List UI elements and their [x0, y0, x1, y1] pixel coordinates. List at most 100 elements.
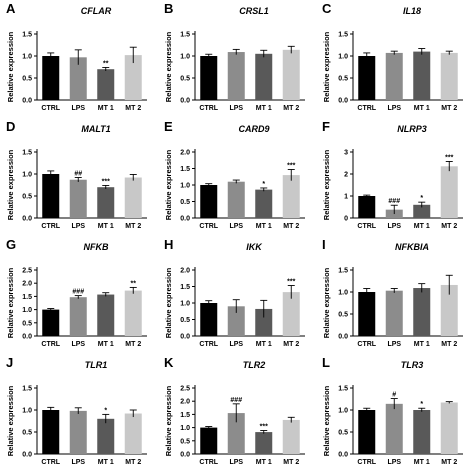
x-tick-label: CTRL	[199, 105, 218, 112]
y-axis-label: Relative expression	[322, 149, 331, 220]
y-tick-label: 1.0	[180, 54, 190, 61]
x-tick-label: MT 2	[125, 223, 141, 230]
y-tick-label: 2.0	[180, 399, 190, 406]
x-tick-label: LPS	[229, 105, 243, 112]
y-tick-label: 0.5	[180, 438, 190, 445]
x-tick-label: MT 1	[98, 105, 114, 112]
x-tick-label: CTRL	[199, 341, 218, 348]
x-tick-label: MT 1	[98, 223, 114, 230]
y-tick-label: 1	[344, 194, 348, 201]
bar-mt1	[255, 308, 273, 336]
panel-letter: L	[322, 355, 330, 370]
x-tick-label: MT 1	[256, 223, 272, 230]
y-tick-label: 0.0	[22, 452, 32, 459]
y-tick-label: 0.5	[180, 317, 190, 324]
significance-label: ***	[287, 162, 295, 169]
bar-mt2	[282, 292, 300, 336]
panel-letter: E	[164, 119, 173, 134]
bar-mt2	[440, 284, 458, 336]
bar-ctrl	[358, 56, 376, 100]
x-tick-label: CTRL	[41, 105, 60, 112]
bar-ctrl	[200, 427, 218, 454]
bar-ctrl	[358, 292, 376, 336]
y-tick-label: 1.0	[22, 307, 32, 314]
x-tick-label: LPS	[71, 105, 85, 112]
panel-c: C IL18 Relative expression 0.0 0.5 1.0 1.5 CTRL…	[322, 1, 463, 112]
x-tick-label: MT 1	[256, 341, 272, 348]
x-tick-label: LPS	[229, 459, 243, 466]
bar-ctrl	[200, 56, 218, 100]
bar-mt1	[255, 432, 273, 454]
x-tick-label: MT 1	[414, 341, 430, 348]
y-tick-label: 3	[344, 150, 348, 157]
significance-label: ###	[72, 289, 84, 296]
bar-mt2	[282, 175, 300, 218]
y-tick-label: 2.5	[180, 386, 190, 393]
x-tick-label: MT 2	[283, 223, 299, 230]
panel-i: I NFKBIA Relative expression 0.0 0.5 1.0 1.5 CT…	[322, 237, 463, 348]
panel-letter: K	[164, 355, 174, 370]
significance-label: #	[392, 392, 396, 399]
y-tick-label: 0.5	[22, 430, 32, 437]
x-tick-label: MT 2	[125, 459, 141, 466]
significance-label: **	[131, 280, 137, 287]
bar-mt1	[97, 69, 115, 100]
panel-k: K TLR2 Relative expression 0.0 0.5 1.0 1.5 2.0 2…	[164, 355, 305, 466]
x-tick-label: LPS	[387, 223, 401, 230]
y-axis-label: Relative expression	[322, 385, 331, 456]
panel-e: E CARD9 Relative expression 0.0 0.5 1.0 1.5 2.0…	[164, 119, 305, 230]
bar-mt2	[124, 55, 142, 100]
x-tick-label: LPS	[387, 459, 401, 466]
y-tick-label: 1.0	[180, 425, 190, 432]
panel-title: TLR3	[401, 360, 424, 370]
panel-l: L TLR3 Relative expression 0.0 0.5 1.0 1.5 CTRL…	[322, 355, 463, 466]
y-tick-label: 1.0	[180, 301, 190, 308]
y-tick-label: 0.0	[180, 98, 190, 105]
y-tick-label: 0.5	[22, 194, 32, 201]
significance-label: ***	[287, 279, 295, 286]
panel-j: J TLR1 Relative expression 0.0 0.5 1.0 1.5 CTRL…	[6, 355, 147, 466]
panel-title: NFKB	[84, 242, 109, 252]
bar-ctrl	[200, 185, 218, 218]
y-tick-label: 1.5	[22, 32, 32, 39]
y-tick-label: 0.5	[180, 76, 190, 83]
panel-letter: A	[6, 1, 16, 16]
y-tick-label: 0.0	[22, 334, 32, 341]
x-tick-label: MT 1	[98, 459, 114, 466]
panel-letter: I	[322, 237, 326, 252]
y-tick-label: 1.5	[338, 32, 348, 39]
y-tick-label: 1.5	[180, 284, 190, 291]
bar-mt1	[255, 53, 273, 100]
x-tick-label: LPS	[387, 105, 401, 112]
y-tick-label: 1.0	[180, 183, 190, 190]
y-tick-label: 1.0	[22, 54, 32, 61]
y-tick-label: 0.0	[338, 98, 348, 105]
panel-title: NFKBIA	[395, 242, 429, 252]
y-tick-label: 0.5	[338, 430, 348, 437]
bar-lps	[69, 179, 87, 218]
y-tick-label: 1.5	[180, 32, 190, 39]
y-tick-label: 0.0	[338, 334, 348, 341]
x-tick-label: LPS	[387, 341, 401, 348]
bar-mt1	[97, 187, 115, 218]
y-tick-label: 2.0	[180, 268, 190, 275]
significance-label: ##	[74, 171, 82, 178]
significance-label: *	[420, 401, 423, 408]
panel-letter: F	[322, 119, 330, 134]
panel-title: NLRP3	[397, 124, 427, 134]
x-tick-label: LPS	[71, 341, 85, 348]
panel-b: B CRSL1 Relative expression 0.0 0.5 1.0 1.5 CTR…	[164, 1, 305, 112]
y-tick-label: 1.5	[338, 386, 348, 393]
panel-letter: D	[6, 119, 15, 134]
x-tick-label: CTRL	[357, 341, 376, 348]
y-tick-label: 1.5	[22, 150, 32, 157]
y-tick-label: 0.0	[22, 98, 32, 105]
x-tick-label: MT 1	[256, 459, 272, 466]
significance-label: *	[262, 181, 265, 188]
x-tick-label: MT 1	[414, 459, 430, 466]
x-tick-label: LPS	[71, 459, 85, 466]
y-axis-label: Relative expression	[164, 385, 173, 456]
panel-a: A CFLAR Relative expression 0.0 0.5 1.0 1.5 CTR…	[6, 1, 147, 112]
panel-g: G NFKB Relative expression 0.0 0.5 1.0 1.5 2.0 2…	[6, 237, 147, 348]
